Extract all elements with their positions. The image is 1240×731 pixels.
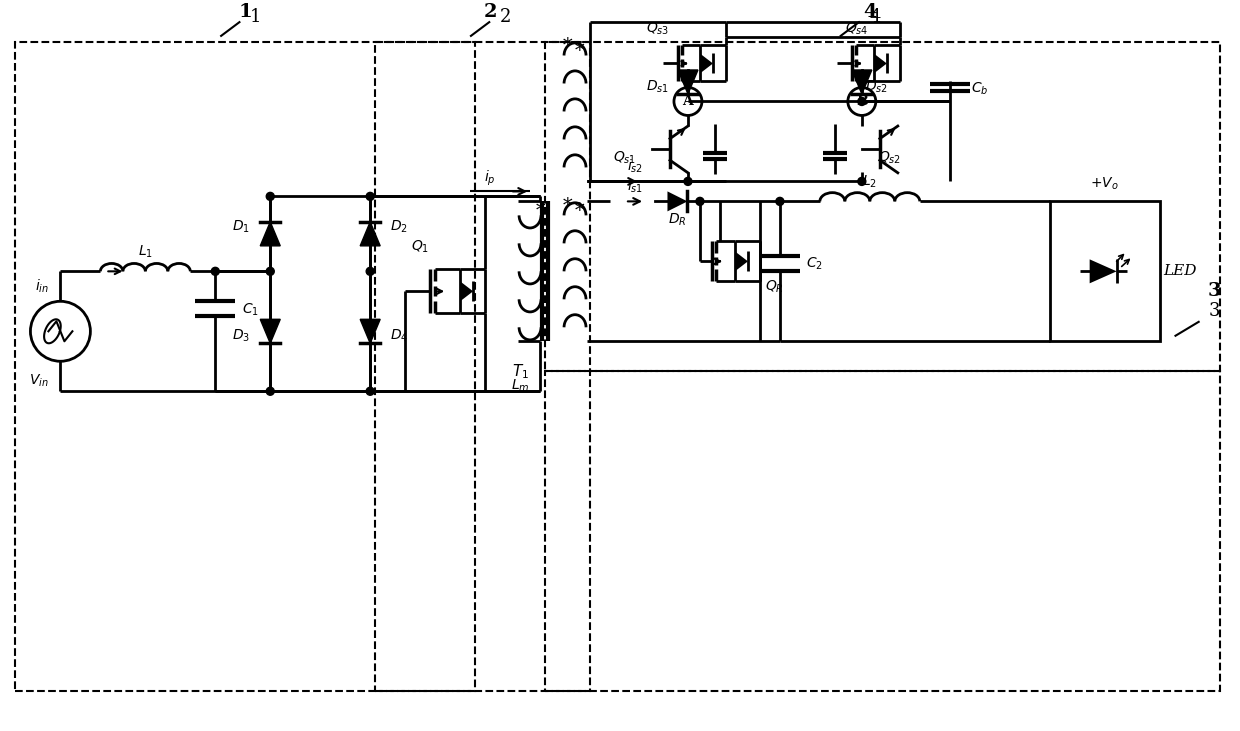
- Text: *: *: [562, 37, 572, 56]
- Circle shape: [366, 268, 374, 276]
- Text: $i_{in}$: $i_{in}$: [36, 278, 50, 295]
- Text: $D_2$: $D_2$: [391, 218, 408, 235]
- Text: $L_2$: $L_2$: [862, 173, 877, 189]
- Text: $L_1$: $L_1$: [138, 243, 153, 260]
- Bar: [1050, 201, 1159, 341]
- Polygon shape: [460, 281, 474, 301]
- Text: $V_{in}$: $V_{in}$: [29, 373, 48, 390]
- Polygon shape: [360, 222, 381, 246]
- Circle shape: [267, 268, 274, 276]
- Circle shape: [211, 268, 219, 276]
- Text: $i_{s1}$: $i_{s1}$: [627, 178, 644, 195]
- Text: $D_{s1}$: $D_{s1}$: [646, 78, 670, 95]
- Circle shape: [366, 192, 374, 200]
- Text: *: *: [562, 197, 572, 216]
- Text: $Q_{s4}$: $Q_{s4}$: [844, 20, 868, 37]
- Text: 1: 1: [238, 2, 252, 20]
- Polygon shape: [678, 70, 698, 94]
- Polygon shape: [260, 319, 280, 344]
- Text: *: *: [575, 202, 585, 220]
- Bar: [376, 42, 590, 691]
- Text: *: *: [536, 202, 544, 220]
- Text: $D_{s2}$: $D_{s2}$: [866, 78, 888, 95]
- Polygon shape: [360, 319, 381, 344]
- Text: B: B: [856, 94, 868, 108]
- Text: $C_b$: $C_b$: [971, 80, 988, 96]
- Text: 4: 4: [863, 2, 877, 20]
- Polygon shape: [852, 70, 872, 94]
- Text: $D_3$: $D_3$: [232, 328, 250, 344]
- Circle shape: [267, 192, 274, 200]
- Bar: [546, 42, 1220, 371]
- Text: 2: 2: [500, 7, 511, 26]
- Text: 3: 3: [1209, 303, 1220, 320]
- Text: $D_4$: $D_4$: [391, 328, 408, 344]
- Bar: [546, 371, 1220, 691]
- Text: $i_{s2}$: $i_{s2}$: [627, 158, 644, 175]
- Polygon shape: [260, 222, 280, 246]
- Text: $C_1$: $C_1$: [242, 301, 259, 317]
- Text: $Q_1$: $Q_1$: [410, 238, 429, 254]
- Text: A: A: [682, 94, 693, 108]
- Bar: [15, 42, 475, 691]
- Text: 3: 3: [1208, 282, 1221, 300]
- Text: 2: 2: [484, 2, 497, 20]
- Circle shape: [858, 97, 866, 105]
- Text: $+V_o$: $+V_o$: [1090, 175, 1118, 192]
- Text: $i_p$: $i_p$: [485, 169, 496, 188]
- Text: $Q_{s2}$: $Q_{s2}$: [878, 149, 901, 166]
- Polygon shape: [735, 251, 748, 271]
- Text: *: *: [575, 42, 585, 61]
- Text: $Q_{s1}$: $Q_{s1}$: [614, 149, 636, 166]
- Text: $T_1$: $T_1$: [512, 362, 528, 381]
- Circle shape: [366, 387, 374, 395]
- Text: $Q_R$: $Q_R$: [765, 278, 784, 295]
- Circle shape: [684, 178, 692, 186]
- Polygon shape: [874, 53, 887, 74]
- Circle shape: [696, 197, 704, 205]
- Polygon shape: [1090, 260, 1117, 284]
- Text: 4: 4: [869, 7, 880, 26]
- Text: $D_R$: $D_R$: [667, 211, 686, 227]
- Polygon shape: [699, 53, 713, 74]
- Text: 1: 1: [249, 7, 260, 26]
- Text: $D_1$: $D_1$: [232, 218, 250, 235]
- Text: $L_m$: $L_m$: [511, 378, 529, 395]
- Polygon shape: [667, 192, 687, 211]
- Text: $Q_{s3}$: $Q_{s3}$: [646, 20, 670, 37]
- Text: $C_2$: $C_2$: [806, 255, 823, 271]
- Text: LED: LED: [1163, 265, 1197, 279]
- Circle shape: [267, 387, 274, 395]
- Circle shape: [858, 178, 866, 186]
- Circle shape: [776, 197, 784, 205]
